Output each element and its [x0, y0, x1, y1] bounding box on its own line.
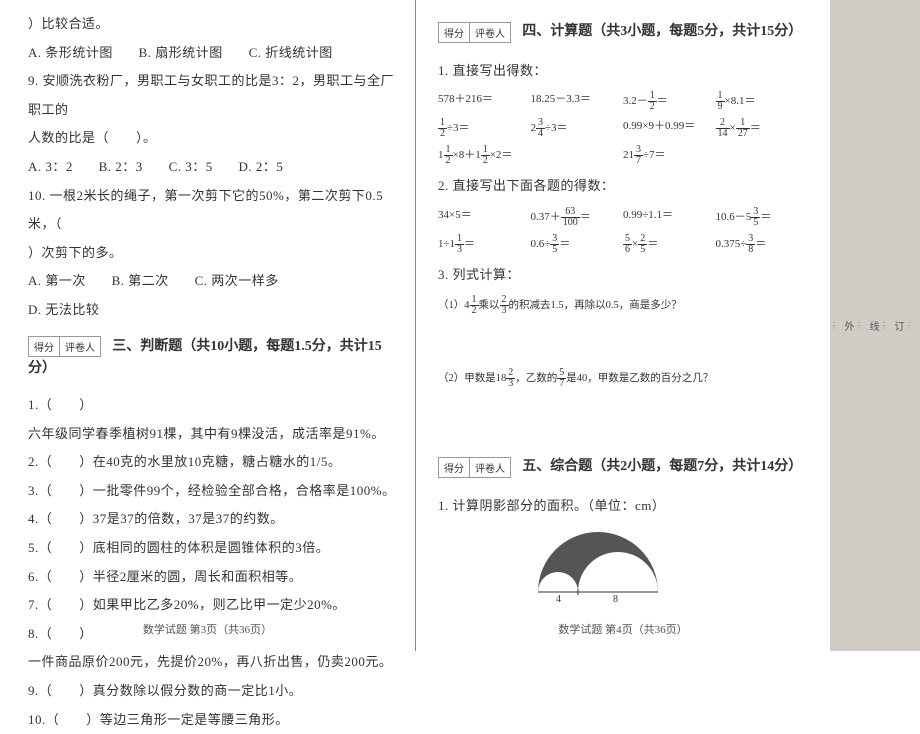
eq: 578＋216＝ [438, 91, 531, 112]
opt: B. 第二次 [112, 267, 169, 296]
opt: A. 3：2 [28, 153, 73, 182]
exam-page: ）比较合适。 A. 条形统计图 B. 扇形统计图 C. 折线统计图 9. 安顺洗… [0, 0, 830, 651]
section5-header: 得分 评卷人 五、综合题（共2小题，每题7分，共计14分） [438, 455, 808, 478]
eq: 18.25－3.3＝ [531, 91, 624, 112]
opt: D. 2：5 [238, 153, 283, 182]
eq: 112×8＋112×2＝ [438, 145, 623, 166]
score-label: 得分 [439, 458, 470, 477]
svg-text:8: 8 [613, 594, 618, 602]
opt: A. 条形统计图 [28, 39, 113, 68]
calc1-row3: 112×8＋112×2＝ 2137÷7＝ [438, 145, 808, 166]
j1: 1.（ ） [28, 391, 397, 420]
q9b: 人数的比是（ ）。 [28, 124, 397, 153]
j8b: 一件商品原价200元，先提价20%，再八折出售，仍卖200元。 [28, 648, 397, 677]
calc2-row2: 1÷113＝ 0.6÷35＝ 56×25＝ 0.375÷38＝ [438, 234, 808, 255]
q10-options: A. 第一次 B. 第二次 C. 两次一样多 D. 无法比较 [28, 267, 397, 324]
calc3b: （2）甲数是1823，乙数的57是40，甲数是乙数的百分之几？ [438, 368, 808, 389]
eq: 2137÷7＝ [623, 145, 808, 166]
q9: 9. 安顺洗衣粉厂，男职工与女职工的比是3：2，男职工与全厂职工的 [28, 67, 397, 124]
right-column: 得分 评卷人 四、计算题（共3小题，每题5分，共计15分） 1. 直接写出得数：… [415, 0, 830, 651]
gutter-mid: 订 [890, 321, 905, 331]
calc1-row2: 12÷3＝ 234÷3＝ 0.99×9＋0.99＝ 214×127＝ [438, 118, 808, 139]
q9-options: A. 3：2 B. 2：3 C. 3：5 D. 2：5 [28, 153, 397, 182]
j7: 7.（ ）如果甲比乙多20%，则乙比甲一定少20%。 [28, 591, 397, 620]
eq: 34×5＝ [438, 207, 531, 228]
j9: 9.（ ）真分数除以假分数的商一定比1小。 [28, 677, 397, 706]
opt: B. 2：3 [99, 153, 143, 182]
dotline: ⋮ [855, 321, 865, 330]
q10: 10. 一根2米长的绳子，第一次剪下它的50%，第二次剪下0.5米，（ [28, 182, 397, 239]
calc1: 1. 直接写出得数： [438, 57, 808, 86]
j2: 2.（ ）在40克的水里放10克糖，糖占糖水的1/5。 [28, 448, 397, 477]
eq: 0.99×9＋0.99＝ [623, 118, 716, 139]
eq: 0.375÷38＝ [716, 234, 809, 255]
j3: 3.（ ）一批零件99个，经检验全部合格，合格率是100%。 [28, 477, 397, 506]
dotline: ⋮ [830, 321, 840, 330]
j4: 4.（ ）37是37的倍数，37是37的约数。 [28, 505, 397, 534]
gutter-mid: 装 [915, 321, 920, 331]
eq: 10.6－535＝ [716, 207, 809, 228]
grader-label: 评卷人 [470, 458, 510, 477]
section5-title: 五、综合题（共2小题，每题7分，共计14分） [522, 459, 802, 474]
q8-options: A. 条形统计图 B. 扇形统计图 C. 折线统计图 [28, 39, 397, 68]
eq: 0.99÷1.1＝ [623, 207, 716, 228]
opt: C. 折线统计图 [249, 39, 333, 68]
opt: D. 无法比较 [28, 296, 99, 325]
calc1-row1: 578＋216＝ 18.25－3.3＝ 3.2－12＝ 19×8.1＝ [438, 91, 808, 112]
grader-label: 评卷人 [470, 23, 510, 42]
gutter-center: ⋮ 内 ⋮ 不 要 在 密 封 线 内 答 题 ⋮ 装 ⋮ 订 ⋮ 线 ⋮ 外 … [830, 0, 920, 651]
opt: C. 两次一样多 [195, 267, 279, 296]
svg-text:4: 4 [556, 594, 561, 602]
page-footer-left: 数学试题 第3页（共36页） [0, 621, 415, 637]
section4-title: 四、计算题（共3小题，每题5分，共计15分） [522, 24, 802, 39]
opt: A. 第一次 [28, 267, 86, 296]
eq: 1÷113＝ [438, 234, 531, 255]
grader-label: 评卷人 [60, 337, 100, 356]
gutter-mid: 线 [865, 321, 880, 331]
j10: 10.（ ）等边三角形一定是等腰三角形。 [28, 706, 397, 734]
left-column: ）比较合适。 A. 条形统计图 B. 扇形统计图 C. 折线统计图 9. 安顺洗… [0, 0, 415, 651]
section4-header: 得分 评卷人 四、计算题（共3小题，每题5分，共计15分） [438, 20, 808, 43]
j5: 5.（ ）底相同的圆柱的体积是圆锥体积的3倍。 [28, 534, 397, 563]
section3-header: 得分 评卷人 三、判断题（共10小题，每题1.5分，共计15分） [28, 335, 397, 378]
eq: 234÷3＝ [531, 118, 624, 139]
eq: 214×127＝ [716, 118, 809, 139]
calc2: 2. 直接写出下面各题的得数： [438, 172, 808, 201]
j6: 6.（ ）半径2厘米的圆，周长和面积相等。 [28, 563, 397, 592]
dotline: ⋮ [880, 321, 890, 330]
score-label: 得分 [439, 23, 470, 42]
score-label: 得分 [29, 337, 60, 356]
z1: 1. 计算阴影部分的面积。（单位：cm） [438, 492, 808, 521]
calc2-row1: 34×5＝ 0.37＋63100＝ 0.99÷1.1＝ 10.6－535＝ [438, 207, 808, 228]
shaded-area-figure: 4 8 [528, 532, 718, 602]
eq: 12÷3＝ [438, 118, 531, 139]
score-box: 得分 评卷人 [438, 22, 511, 43]
eq: 19×8.1＝ [716, 91, 809, 112]
dotline: ⋮ [905, 321, 915, 330]
score-box: 得分 评卷人 [438, 457, 511, 478]
gutter-out: 外 [840, 321, 855, 331]
q8-tail: ）比较合适。 [28, 10, 397, 39]
eq: 0.6÷35＝ [531, 234, 624, 255]
q10b: ）次剪下的多。 [28, 239, 397, 268]
eq: 0.37＋63100＝ [531, 207, 624, 228]
j1b: 六年级同学春季植树91棵，其中有9棵没活，成活率是91%。 [28, 420, 397, 449]
calc3: 3. 列式计算： [438, 261, 808, 290]
opt: B. 扇形统计图 [139, 39, 223, 68]
binding-gutter: ⋮ 内 ⋮ 不 要 在 密 封 线 内 答 题 ⋮ 装 ⋮ 订 ⋮ 线 ⋮ 外 … [830, 0, 920, 651]
opt: C. 3：5 [169, 153, 213, 182]
page-footer-right: 数学试题 第4页（共36页） [416, 621, 830, 637]
score-box: 得分 评卷人 [28, 336, 101, 357]
eq: 3.2－12＝ [623, 91, 716, 112]
calc3a: （1）412乘以23的积减去1.5，再除以0.5，商是多少？ [438, 295, 808, 316]
eq: 56×25＝ [623, 234, 716, 255]
